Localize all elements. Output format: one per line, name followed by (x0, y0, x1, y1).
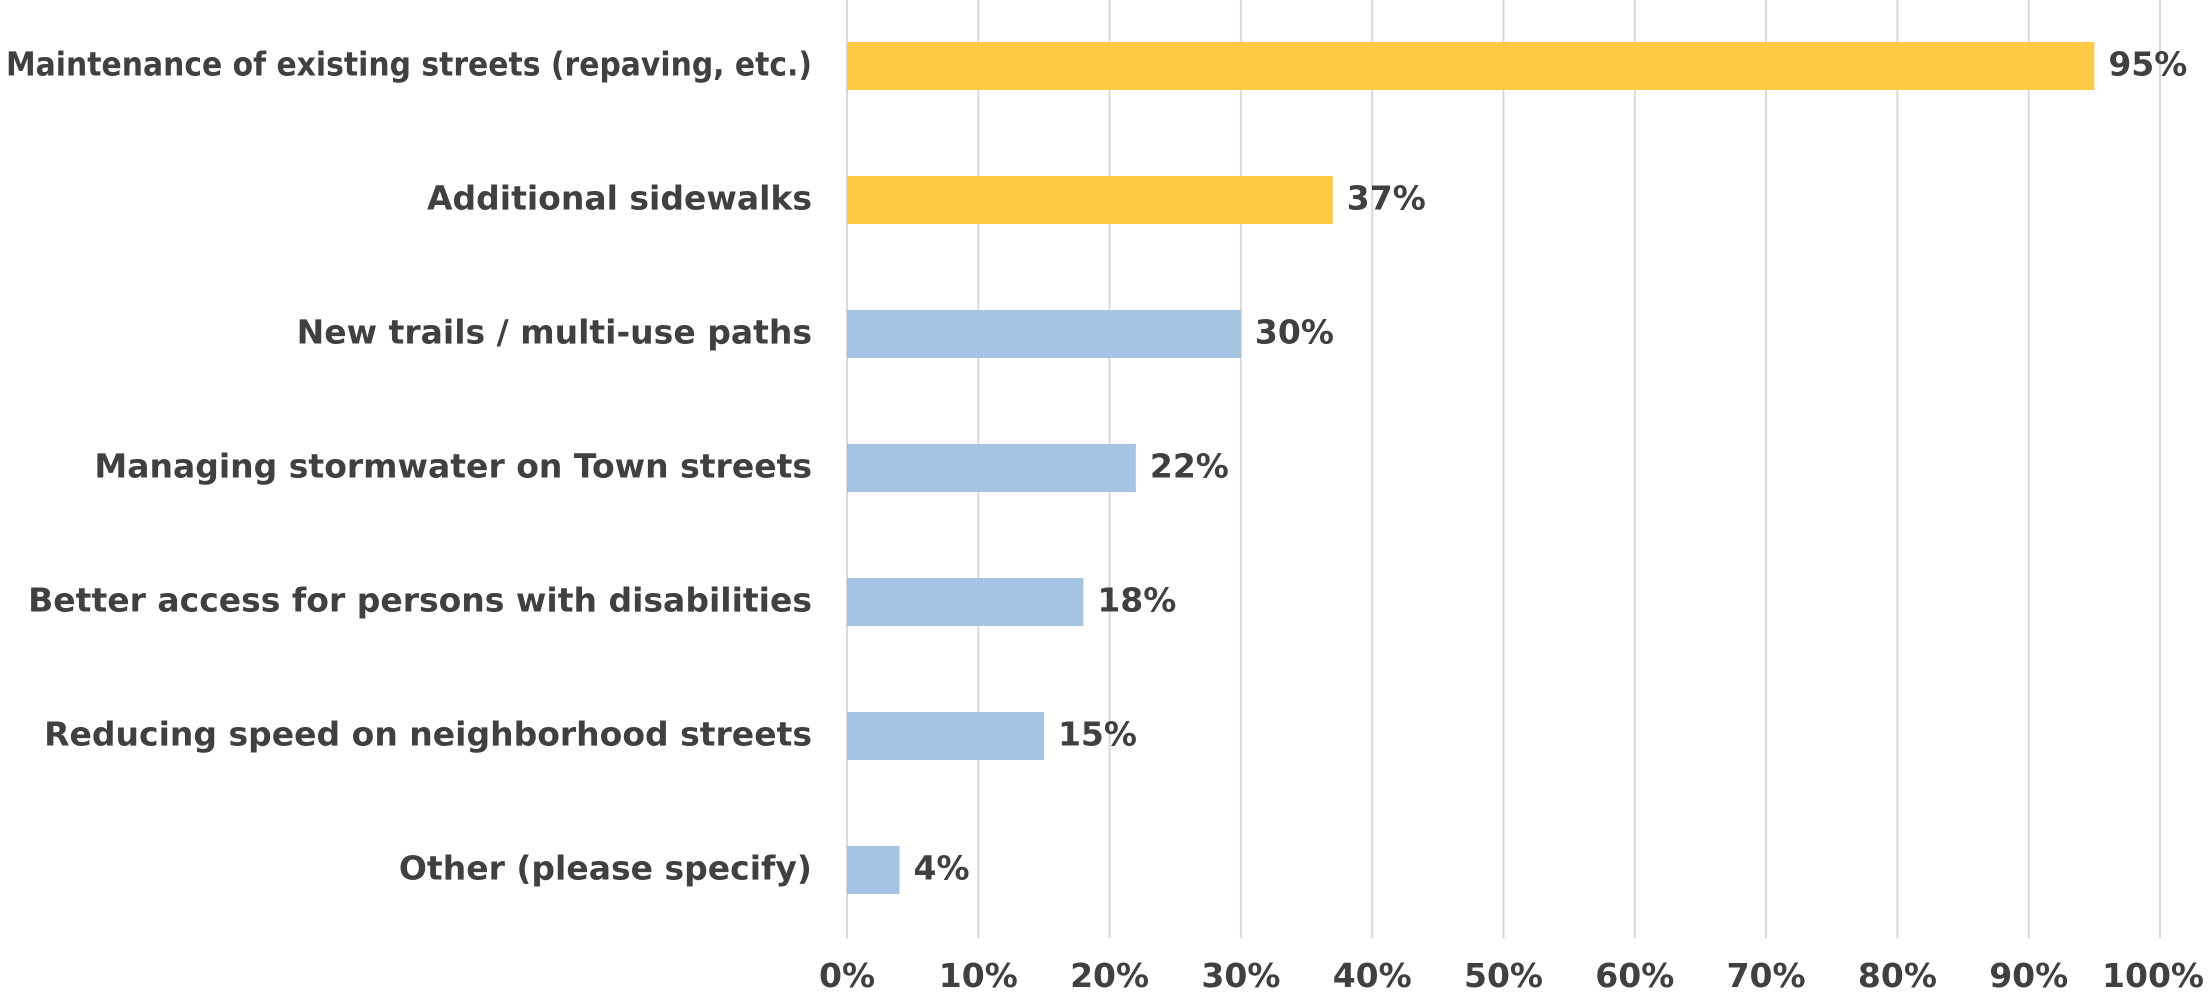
x-tick-label-3: 30% (1201, 956, 1280, 995)
x-tick-label-1: 10% (939, 956, 1018, 995)
x-tick-label-7: 70% (1727, 956, 1806, 995)
value-label-2: 30% (1255, 313, 1334, 352)
x-tick-label-4: 40% (1333, 956, 1412, 995)
value-label-0: 95% (2108, 45, 2187, 84)
value-label-6: 4% (914, 849, 970, 888)
category-label-6: Other (please specify) (399, 849, 812, 888)
category-label-4: Better access for persons with disabilit… (28, 581, 812, 620)
x-axis-tick-labels: 0% 10% 20% 30% 40% 50% 60% 70% 80% 90% 100% (819, 956, 2204, 995)
category-label-5: Reducing speed on neighborhood streets (44, 715, 812, 754)
category-label-1: Additional sidewalks (427, 179, 812, 218)
bar-1 (847, 176, 1333, 224)
x-tick-label-8: 80% (1858, 956, 1937, 995)
x-tick-label-0: 0% (819, 956, 875, 995)
value-label-1: 37% (1347, 179, 1426, 218)
x-tick-label-2: 20% (1070, 956, 1149, 995)
bar-6 (847, 846, 900, 894)
bars (847, 42, 2095, 894)
x-tick-label-5: 50% (1464, 956, 1543, 995)
value-label-3: 22% (1150, 447, 1229, 486)
bar-2 (847, 310, 1241, 358)
value-label-5: 15% (1058, 715, 1137, 754)
value-labels: 95% 37% 30% 22% 18% 15% 4% (914, 45, 2188, 888)
category-label-0: Maintenance of existing streets (repavin… (6, 45, 812, 84)
bar-0 (847, 42, 2095, 90)
value-label-4: 18% (1097, 581, 1176, 620)
x-tick-label-10: 100% (2102, 956, 2204, 995)
bar-3 (847, 444, 1136, 492)
category-label-2: New trails / multi-use paths (297, 313, 812, 352)
gridlines (846, 0, 2161, 938)
x-tick-label-6: 60% (1595, 956, 1674, 995)
category-label-3: Managing stormwater on Town streets (94, 447, 812, 486)
x-tick-label-9: 90% (1989, 956, 2068, 995)
category-labels: Maintenance of existing streets (repavin… (6, 45, 812, 888)
bar-5 (847, 712, 1044, 760)
bar-4 (847, 578, 1084, 626)
